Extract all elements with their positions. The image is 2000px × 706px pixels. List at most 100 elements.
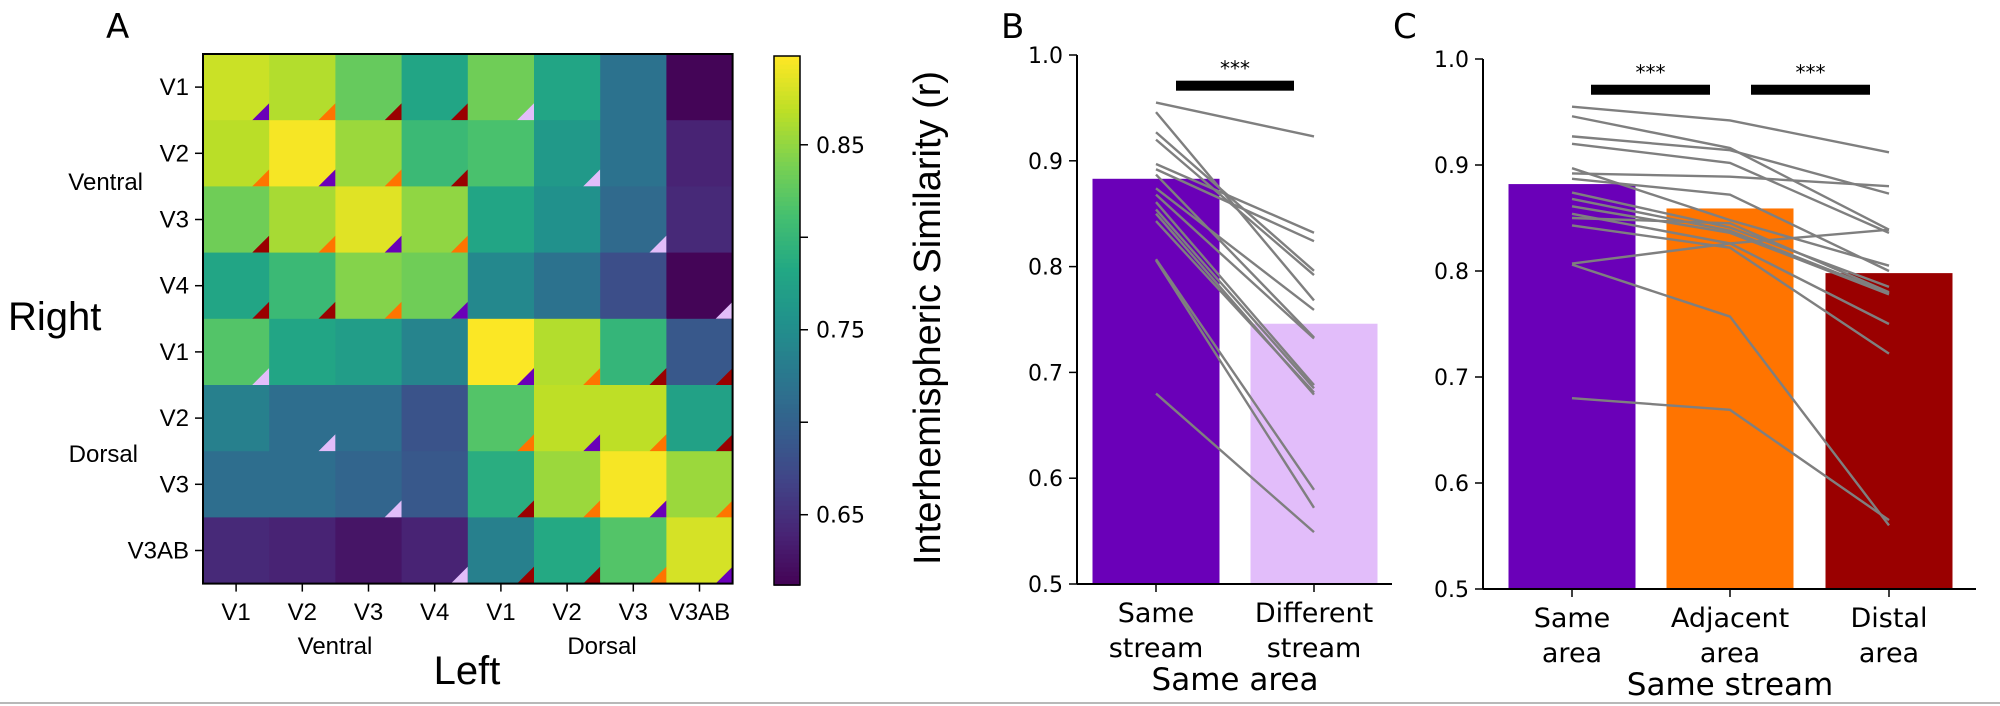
heatmap-cell <box>335 186 403 254</box>
corner-marker-distal <box>384 103 402 121</box>
colorbar-segment <box>774 496 800 503</box>
colorbar-segment <box>774 241 800 247</box>
colorbar-segment <box>774 342 800 348</box>
corner-marker-same <box>318 169 336 187</box>
heatmap-cell <box>666 451 734 518</box>
corner-marker-same <box>583 434 601 452</box>
colorbar-segment <box>774 417 800 423</box>
subject-line <box>1571 197 1890 295</box>
y-tick-label: 0.5 <box>1434 578 1469 603</box>
heatmap-xlabel: Left <box>434 649 501 693</box>
corner-marker-adjacent <box>318 235 336 253</box>
heatmap-ytick-label: V1 <box>160 74 189 101</box>
x-tick-label: stream <box>1109 633 1204 664</box>
colorbar-segment <box>774 272 800 278</box>
colorbar-segment <box>774 311 800 317</box>
colorbar-segment <box>774 316 800 322</box>
corner-marker-distal <box>252 301 270 319</box>
colorbar-segment <box>774 157 800 163</box>
colorbar-segment <box>774 298 800 304</box>
colorbar-segment <box>774 373 800 379</box>
corner-marker-adjacent <box>583 368 601 385</box>
heatmap-cell <box>401 451 469 518</box>
heatmap-cell <box>600 517 667 585</box>
colorbar-segment <box>774 461 800 467</box>
heatmap-ytick-label: V4 <box>160 273 189 300</box>
corner-marker-adjacent <box>384 169 402 187</box>
heatmap-ytick-label: V2 <box>160 140 189 167</box>
heatmap-cell <box>335 451 403 518</box>
corner-marker-distal <box>715 368 733 385</box>
colorbar-segment <box>774 294 800 300</box>
heatmap-cell <box>269 120 336 187</box>
colorbar-segment <box>774 430 800 436</box>
colorbar-segment <box>774 549 800 555</box>
x-tick-label: area <box>1700 638 1760 669</box>
corner-marker-same <box>450 301 468 319</box>
colorbar-tick-label: 0.75 <box>816 319 865 344</box>
colorbar-segment <box>774 364 800 370</box>
colorbar-segment <box>774 514 800 520</box>
bar-chart-c: 0.5 0.6 0.7 0.8 0.9 1.0 Same area Adjacent area Di… <box>1434 48 1976 703</box>
heatmap-cell <box>467 54 535 121</box>
colorbar-segment <box>774 355 800 361</box>
corner-marker-adjacent <box>715 500 733 518</box>
subject-line <box>1571 177 1890 273</box>
colorbar-segment <box>774 307 800 313</box>
subject-line <box>1155 212 1315 396</box>
corner-marker-distal <box>517 566 534 584</box>
colorbar-segment <box>774 258 800 264</box>
colorbar-segment <box>774 289 800 295</box>
significance-stars: *** <box>1796 61 1826 85</box>
corner-marker-same <box>649 500 667 518</box>
colorbar-segment <box>774 571 800 577</box>
corner-marker-same <box>517 368 534 385</box>
x-tick-label: Distal <box>1851 603 1928 634</box>
heatmap-cell <box>203 120 270 187</box>
colorbar-segment <box>774 540 800 547</box>
bar-0 <box>1092 178 1220 584</box>
colorbar-segment <box>774 562 800 569</box>
corner-marker-different <box>384 500 402 518</box>
x-tick-label: area <box>1859 638 1919 669</box>
colorbar-segment <box>774 518 800 525</box>
colorbar-segment <box>774 263 800 269</box>
corner-marker-different <box>517 103 534 121</box>
heatmap-cell <box>666 186 734 254</box>
heatmap-cell <box>467 252 535 320</box>
heatmap-cell <box>534 252 601 320</box>
subject-line <box>1571 115 1890 231</box>
colorbar-segment <box>774 188 800 194</box>
heatmap-cell <box>600 186 667 254</box>
colorbar-segment <box>774 122 800 128</box>
colorbar-segment <box>774 426 800 432</box>
heatmap-cell <box>269 385 336 452</box>
subject-line <box>1155 187 1315 311</box>
significance-bar <box>1176 80 1294 91</box>
subject-line <box>1155 162 1315 234</box>
subject-line <box>1571 142 1890 234</box>
corner-marker-distal <box>649 368 667 385</box>
colorbar-segment <box>774 488 800 494</box>
colorbar-segment <box>774 333 800 339</box>
colorbar-segment <box>774 320 800 326</box>
significance-stars: *** <box>1636 61 1666 85</box>
heatmap-cell <box>335 318 403 386</box>
heatmap-cell <box>666 385 734 452</box>
heatmap-cell <box>666 318 734 386</box>
corner-marker-different <box>318 434 336 452</box>
colorbar-segment <box>774 351 800 357</box>
colorbar-segment <box>774 302 800 309</box>
heatmap-ylabel: Right <box>8 295 101 339</box>
colorbar-segment <box>774 554 800 560</box>
colorbar-segment <box>774 254 800 260</box>
colorbar-segment <box>774 391 800 397</box>
colorbar-tick-label: 0.65 <box>816 504 865 529</box>
colorbar-segment <box>774 148 800 154</box>
colorbar-segment <box>774 501 800 507</box>
colorbar-segment <box>774 210 800 216</box>
heatmap-cell <box>269 252 336 320</box>
heatmap-cell <box>203 252 270 320</box>
x-tick-label: Same <box>1534 603 1611 634</box>
heatmap-xtick-label: V4 <box>420 599 449 626</box>
